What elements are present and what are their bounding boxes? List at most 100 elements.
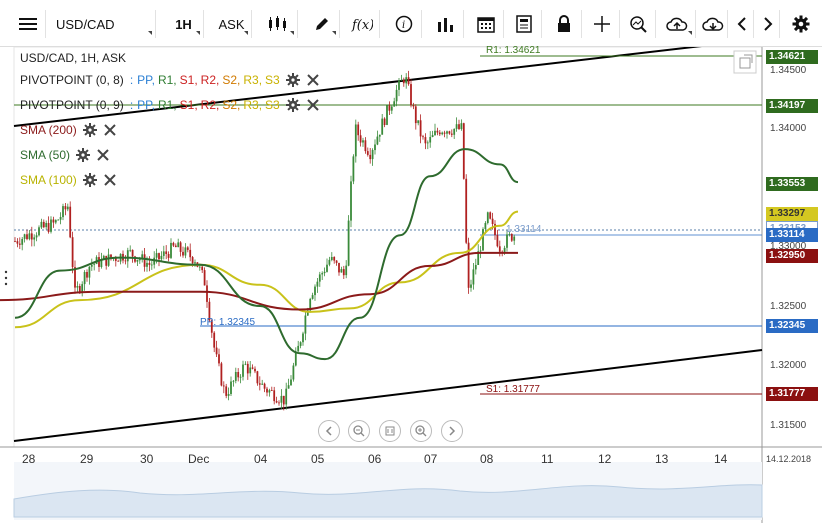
navigator-area bbox=[13, 484, 763, 518]
calendar-button[interactable] bbox=[468, 10, 504, 38]
download-button[interactable] bbox=[698, 10, 728, 38]
indicators-button[interactable]: f(x) bbox=[344, 10, 380, 38]
sma-50-line[interactable] bbox=[14, 148, 519, 361]
pivot-r1-label: R1: 1.34621 bbox=[486, 45, 541, 56]
candle-body bbox=[162, 251, 165, 256]
trendline-lower[interactable] bbox=[13, 349, 763, 442]
interval-select[interactable]: 1H bbox=[164, 10, 204, 38]
drag-handle[interactable] bbox=[4, 269, 8, 287]
candle-body bbox=[182, 251, 184, 256]
gear-icon[interactable] bbox=[82, 123, 97, 137]
price-type-select[interactable]: ASK bbox=[212, 10, 252, 38]
gear-icon[interactable] bbox=[285, 98, 300, 112]
scroll-right-button[interactable] bbox=[756, 10, 780, 38]
candle-body bbox=[494, 223, 496, 236]
volume-button[interactable] bbox=[428, 10, 464, 38]
lock-button[interactable] bbox=[546, 10, 582, 38]
trendline-upper[interactable] bbox=[13, 47, 762, 127]
close-icon[interactable] bbox=[96, 148, 110, 162]
candle-body bbox=[100, 259, 103, 267]
symbol-select[interactable]: USD/CAD bbox=[50, 10, 156, 38]
candle-body bbox=[148, 262, 151, 265]
upload-button[interactable] bbox=[658, 10, 696, 38]
candle-body bbox=[330, 257, 333, 260]
close-icon[interactable] bbox=[103, 123, 117, 137]
candle-body bbox=[81, 284, 84, 292]
price-tag-ask: 1.33114 bbox=[766, 228, 818, 242]
chevron-right-icon bbox=[763, 17, 772, 31]
candle-body bbox=[143, 254, 146, 267]
function-icon: f(x) bbox=[351, 18, 373, 32]
sma-200-line[interactable] bbox=[0, 251, 518, 311]
candles-group bbox=[14, 70, 516, 411]
chart-canvas[interactable] bbox=[0, 47, 822, 523]
caret-icon bbox=[332, 31, 336, 35]
hamburger-icon bbox=[18, 18, 37, 30]
reset-zoom-button[interactable] bbox=[379, 420, 401, 442]
news-button[interactable] bbox=[506, 10, 542, 38]
price-axis-label: 1.34500 bbox=[770, 65, 807, 76]
candle-body bbox=[314, 286, 316, 296]
candle-body bbox=[402, 79, 405, 84]
candle-body bbox=[268, 390, 271, 393]
chevron-left-icon bbox=[737, 17, 746, 31]
crosshair-button[interactable] bbox=[584, 10, 620, 38]
candle-body bbox=[191, 257, 194, 264]
candle-body bbox=[261, 383, 264, 385]
candle-body bbox=[129, 249, 132, 251]
candle-body bbox=[340, 269, 343, 273]
close-icon[interactable] bbox=[306, 73, 320, 87]
zoom-button[interactable] bbox=[620, 10, 656, 38]
zoom-in-button[interactable] bbox=[410, 420, 432, 442]
candle-body bbox=[42, 221, 45, 228]
candle-body bbox=[107, 254, 110, 266]
candle-body bbox=[455, 124, 458, 129]
candle-body bbox=[419, 120, 422, 137]
info-button[interactable]: i bbox=[386, 10, 422, 38]
candle-body bbox=[364, 140, 367, 152]
level-s3: S3 bbox=[265, 98, 280, 112]
popout-icon[interactable] bbox=[733, 50, 757, 74]
draw-tool-button[interactable] bbox=[304, 10, 340, 38]
candle-body bbox=[206, 285, 208, 302]
chart-type-button[interactable] bbox=[258, 10, 298, 38]
candle-body bbox=[472, 269, 475, 285]
date-axis-label: 06 bbox=[368, 452, 382, 466]
menu-button[interactable] bbox=[10, 10, 46, 38]
candle-body bbox=[470, 284, 472, 288]
price-chart[interactable]: USD/CAD, 1H, ASK PIVOTPOINT (0, 8) : PP,… bbox=[0, 45, 822, 523]
candle-body bbox=[47, 223, 50, 232]
calendar-icon bbox=[476, 17, 495, 33]
date-axis-label: 07 bbox=[424, 452, 438, 466]
candle-body bbox=[395, 89, 398, 102]
gear-icon[interactable] bbox=[82, 173, 97, 187]
candle-body bbox=[26, 234, 28, 240]
price-type-value: ASK bbox=[218, 16, 245, 32]
candle-body bbox=[422, 136, 424, 138]
gear-icon[interactable] bbox=[76, 148, 91, 162]
date-axis-label: 11 bbox=[541, 452, 554, 466]
indicator-label: PIVOTPOINT (0, 8) bbox=[20, 73, 124, 87]
candle-body bbox=[59, 217, 62, 220]
settings-button[interactable] bbox=[786, 10, 816, 38]
zoom-out-button[interactable] bbox=[348, 420, 370, 442]
candle-body bbox=[254, 368, 256, 372]
candle-body bbox=[218, 354, 220, 364]
pivot-separator: : bbox=[129, 73, 134, 87]
candle-body bbox=[354, 124, 357, 157]
candle-body bbox=[489, 212, 492, 219]
candle-body bbox=[160, 255, 163, 260]
price-axis-label: 1.32500 bbox=[770, 301, 807, 312]
close-icon[interactable] bbox=[306, 98, 320, 112]
nav-next-button[interactable] bbox=[441, 420, 463, 442]
candle-body bbox=[170, 242, 172, 258]
close-icon[interactable] bbox=[103, 173, 117, 187]
candle-body bbox=[342, 269, 345, 276]
candle-body bbox=[220, 363, 223, 386]
scroll-left-button[interactable] bbox=[730, 10, 754, 38]
nav-prev-button[interactable] bbox=[318, 420, 340, 442]
svg-text:f(x): f(x) bbox=[351, 18, 373, 32]
candle-body bbox=[498, 246, 501, 252]
gear-icon[interactable] bbox=[285, 73, 300, 87]
caret-icon bbox=[196, 31, 200, 35]
